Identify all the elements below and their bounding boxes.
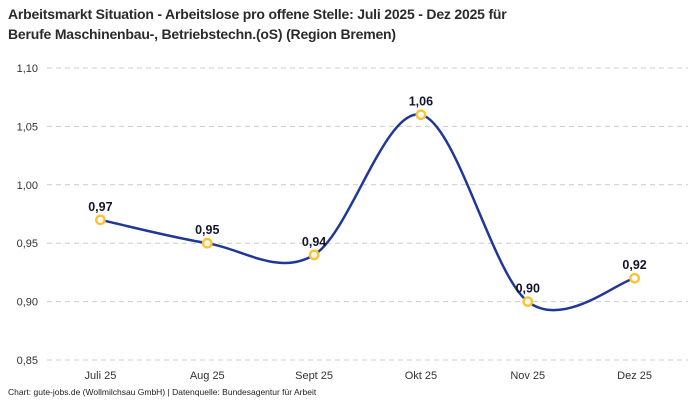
data-point-label: 0,90 bbox=[516, 282, 540, 296]
x-tick-label: Sept 25 bbox=[295, 370, 333, 382]
y-tick-label: 1,10 bbox=[17, 63, 38, 75]
x-tick-label: Nov 25 bbox=[510, 370, 545, 382]
data-point-marker[interactable] bbox=[308, 249, 320, 261]
data-point-label: 1,06 bbox=[409, 95, 433, 109]
chart-title-line1: Arbeitsmarkt Situation - Arbeitslose pro… bbox=[8, 6, 507, 22]
data-point-label: 0,92 bbox=[622, 258, 646, 272]
x-tick-label: Aug 25 bbox=[190, 370, 225, 382]
x-tick-label: Okt 25 bbox=[405, 370, 437, 382]
x-tick-label: Juli 25 bbox=[85, 370, 117, 382]
data-point-marker[interactable] bbox=[95, 214, 106, 226]
data-point-label: 0,97 bbox=[88, 200, 112, 214]
data-point-marker[interactable] bbox=[522, 296, 534, 307]
y-tick-label: 0,95 bbox=[17, 238, 38, 250]
data-point-marker[interactable] bbox=[201, 237, 213, 249]
data-point-marker[interactable] bbox=[415, 109, 427, 121]
chart-attribution: Chart: gute-jobs.de (Wollmilchsau GmbH) … bbox=[8, 387, 317, 397]
y-tick-label: 0,90 bbox=[17, 297, 38, 309]
y-tick-label: 0,85 bbox=[17, 355, 38, 367]
series-line bbox=[99, 113, 636, 312]
chart-title: Arbeitsmarkt Situation - Arbeitslose pro… bbox=[8, 4, 507, 44]
data-point-label: 0,95 bbox=[195, 223, 219, 237]
x-tick-label: Dez 25 bbox=[617, 370, 652, 382]
data-point-marker[interactable] bbox=[629, 272, 640, 284]
chart-title-line2: Berufe Maschinenbau-, Betriebstechn.(oS)… bbox=[8, 26, 396, 42]
y-tick-label: 1,05 bbox=[17, 121, 38, 133]
data-point-label: 0,94 bbox=[302, 235, 326, 249]
y-tick-label: 1,00 bbox=[17, 180, 38, 192]
